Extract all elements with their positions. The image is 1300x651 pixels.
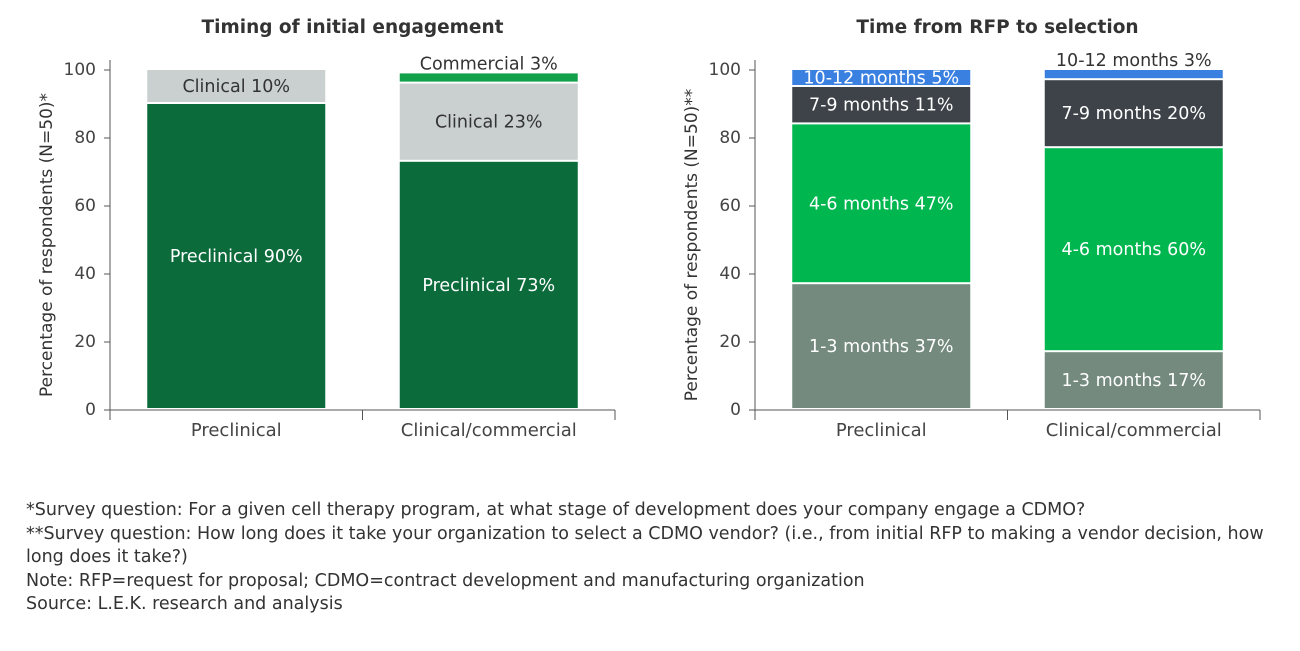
x-tick-label: Clinical/commercial	[401, 420, 577, 441]
chart-title: Timing of initial engagement	[201, 17, 503, 38]
bar-segment	[399, 73, 578, 82]
y-tick-label: 100	[64, 60, 96, 80]
data-label: Commercial 3%	[420, 54, 558, 74]
footnote: *Survey question: For a given cell thera…	[26, 500, 1086, 520]
data-label: Preclinical 73%	[422, 276, 555, 296]
y-tick-label: 80	[719, 128, 741, 148]
bar-segment	[792, 87, 971, 123]
bar-segment	[792, 124, 971, 283]
bar-segment	[792, 284, 971, 408]
bar-segment	[399, 83, 578, 160]
footnote: **Survey question: How long does it take…	[26, 523, 1264, 568]
bar-segment	[147, 70, 326, 102]
data-label: Clinical 10%	[182, 77, 290, 97]
bar-segment	[147, 104, 326, 408]
data-label: 1-3 months 37%	[809, 337, 954, 357]
y-tick-label: 20	[719, 332, 741, 352]
data-label: 10-12 months 5%	[803, 69, 959, 89]
charts: Timing of initial engagement Percentage o…	[37, 17, 1261, 441]
data-label: 4-6 months 60%	[1061, 240, 1206, 260]
bar-segment	[399, 161, 578, 408]
y-tick-label: 100	[709, 60, 741, 80]
data-label: 7-9 months 20%	[1061, 104, 1206, 124]
y-axis-label: Percentage of respondents (N=50)*	[37, 93, 57, 397]
data-label: Preclinical 90%	[170, 247, 303, 267]
y-tick-label: 0	[730, 400, 741, 420]
x-tick-label: Clinical/commercial	[1046, 420, 1222, 441]
data-label: 4-6 months 47%	[809, 194, 954, 214]
bar-segment	[1044, 352, 1223, 408]
data-label: 10-12 months 3%	[1056, 51, 1212, 71]
bar-segment	[1044, 80, 1223, 147]
x-tick-label: Preclinical	[191, 420, 282, 441]
y-axis-label: Percentage of respondents (N=50)**	[682, 89, 702, 402]
data-label: Clinical 23%	[435, 113, 543, 133]
chart-title: Time from RFP to selection	[856, 17, 1138, 38]
y-tick-label: 40	[74, 264, 96, 284]
bar-segment	[792, 70, 971, 85]
y-tick-label: 60	[719, 196, 741, 216]
footnotes: *Survey question: For a given cell thera…	[26, 499, 1276, 617]
data-label: 7-9 months 11%	[809, 96, 954, 116]
footnote: Note: RFP=request for proposal; CDMO=con…	[26, 570, 865, 591]
bar-segment	[1044, 148, 1223, 351]
y-tick-label: 60	[74, 196, 96, 216]
y-tick-label: 0	[85, 400, 96, 420]
x-tick-label: Preclinical	[836, 420, 927, 441]
data-label: 1-3 months 17%	[1061, 371, 1206, 391]
y-tick-label: 80	[74, 128, 96, 148]
footnote: Source: L.E.K. research and analysis	[26, 594, 343, 614]
y-tick-label: 40	[719, 264, 741, 284]
bar-segment	[1044, 70, 1223, 79]
y-tick-label: 20	[74, 332, 96, 352]
